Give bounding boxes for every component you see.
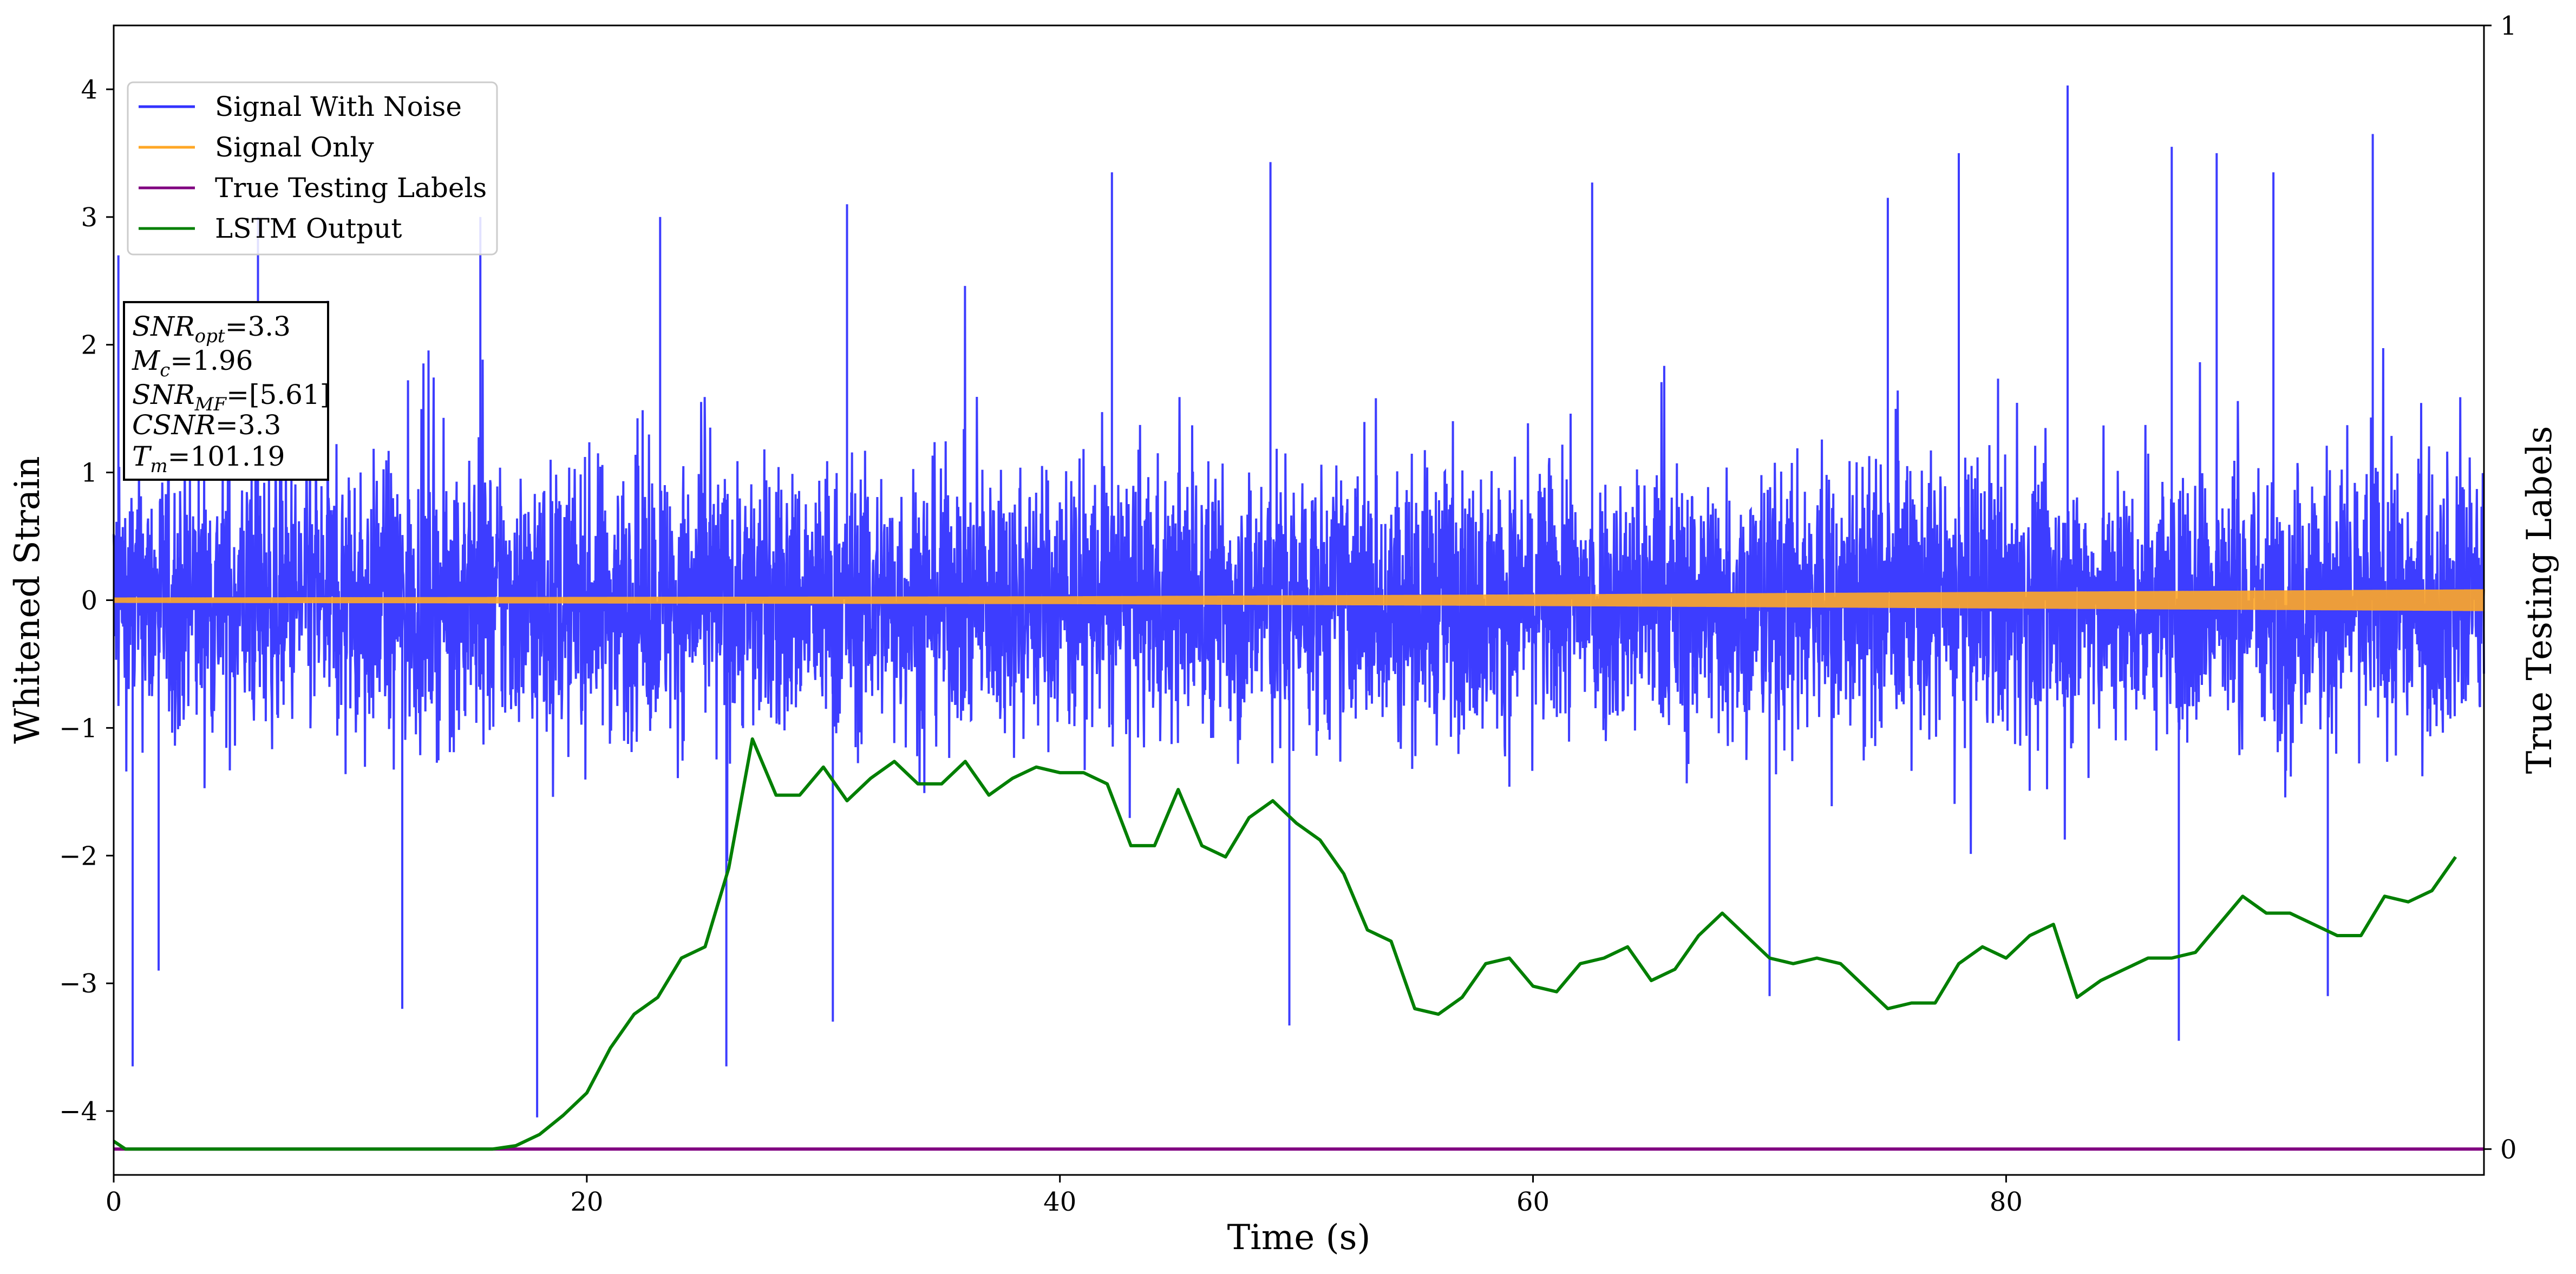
legend: Signal With Noise Signal Only True Testi… [127, 81, 498, 256]
y-tick-label: −1 [59, 713, 97, 743]
info-line-tm: Tm=101.19 [132, 441, 285, 477]
y-tick-label: −2 [59, 841, 97, 871]
x-axis-label: Time (s) [1227, 1218, 1371, 1258]
y2-axis-label: True Testing Labels [2520, 426, 2560, 774]
info-line-mc: Mc=1.96 [132, 345, 253, 381]
series-signal-only [113, 589, 2485, 611]
y-tick-label: 4 [81, 75, 97, 105]
y2-tick-label: 0 [2500, 1134, 2517, 1165]
y-axis-label: Whitened Strain [8, 456, 48, 743]
x-tick-label: 80 [1990, 1187, 2023, 1217]
legend-label-signal-only: Signal Only [215, 132, 374, 163]
info-box-frame [123, 301, 329, 481]
axes: 0 20 40 60 80 4 3 2 1 0 −1 −2 −3 −4 1 0 [59, 11, 2516, 1217]
y-tick-label: 2 [81, 330, 97, 361]
plot-area [113, 85, 2485, 1151]
y-tick-label: −3 [59, 969, 97, 999]
info-line-snr-opt: SNRopt=3.3 [132, 311, 291, 347]
y-tick-label: −4 [59, 1096, 97, 1127]
info-line-csnr: CSNR=3.3 [132, 409, 281, 441]
y2-tick-label: 1 [2500, 11, 2517, 41]
x-tick-label: 20 [570, 1187, 603, 1217]
series-lstm-output [113, 737, 2457, 1151]
y-tick-label: 3 [81, 202, 97, 233]
legend-box [127, 81, 498, 256]
x-tick-label: 60 [1516, 1187, 1549, 1217]
info-line-snr-mf: SNRMF=[5.61] [132, 379, 330, 415]
x-tick-label: 40 [1043, 1187, 1076, 1217]
y-tick-label: 1 [81, 458, 97, 488]
legend-label-lstm-output: LSTM Output [215, 213, 402, 244]
legend-label-signal-with-noise: Signal With Noise [215, 91, 462, 122]
x-tick-label: 0 [106, 1187, 122, 1217]
info-box: SNRopt=3.3 Mc=1.96 SNRMF=[5.61] CSNR=3.3… [123, 301, 330, 481]
y-tick-label: 0 [81, 586, 97, 616]
legend-label-true-testing-labels: True Testing Labels [215, 172, 487, 204]
